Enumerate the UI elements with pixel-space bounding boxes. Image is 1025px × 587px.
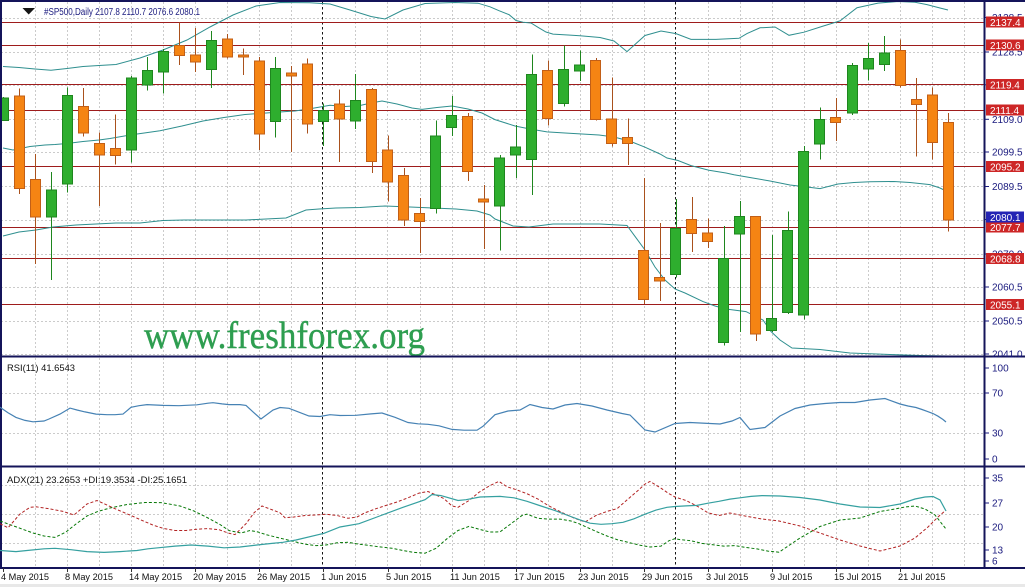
svg-text:2111.4: 2111.4 — [990, 106, 1020, 117]
svg-text:2080.1: 2080.1 — [990, 213, 1021, 224]
svg-text:13: 13 — [992, 546, 1004, 557]
svg-text:21 Jul 2015: 21 Jul 2015 — [898, 572, 946, 582]
svg-text:35: 35 — [992, 474, 1004, 485]
svg-text:2095.2: 2095.2 — [990, 162, 1021, 173]
svg-text:100: 100 — [992, 364, 1009, 375]
svg-text:3 Jul 2015: 3 Jul 2015 — [706, 572, 748, 582]
svg-text:#SP500,Daily 2107.8 2110.7 20: #SP500,Daily 2107.8 2110.7 2076.6 2080.1 — [44, 7, 200, 18]
svg-text:2060.5: 2060.5 — [992, 283, 1023, 294]
svg-text:29 Jun 2015: 29 Jun 2015 — [642, 572, 693, 582]
svg-text:2068.8: 2068.8 — [990, 254, 1021, 265]
svg-text:2137.4: 2137.4 — [990, 18, 1021, 29]
svg-text:4 May 2015: 4 May 2015 — [1, 572, 49, 582]
svg-text:2055.1: 2055.1 — [990, 300, 1021, 311]
svg-text:2119.4: 2119.4 — [990, 80, 1020, 91]
svg-text:2077.7: 2077.7 — [990, 223, 1021, 234]
svg-text:2089.5: 2089.5 — [992, 182, 1023, 193]
svg-text:15 Jul 2015: 15 Jul 2015 — [834, 572, 882, 582]
svg-text:2128.5: 2128.5 — [992, 48, 1023, 59]
svg-text:www.freshforex.org: www.freshforex.org — [144, 315, 425, 357]
svg-text:2099.5: 2099.5 — [992, 148, 1023, 159]
svg-text:27: 27 — [992, 499, 1004, 510]
svg-text:8 May 2015: 8 May 2015 — [65, 572, 113, 582]
svg-text:2130.6: 2130.6 — [990, 41, 1021, 52]
svg-text:20: 20 — [992, 523, 1004, 534]
svg-text:70: 70 — [992, 389, 1004, 400]
svg-text:20 May 2015: 20 May 2015 — [193, 572, 246, 582]
svg-text:2050.5: 2050.5 — [992, 317, 1023, 328]
svg-text:RSI(11) 41.6543: RSI(11) 41.6543 — [7, 363, 75, 374]
svg-text:0: 0 — [992, 455, 998, 466]
svg-text:2041.0: 2041.0 — [992, 350, 1023, 361]
svg-text:2109.0: 2109.0 — [992, 115, 1023, 126]
svg-text:9 Jul 2015: 9 Jul 2015 — [770, 572, 812, 582]
svg-text:30: 30 — [992, 429, 1004, 440]
svg-text:17 Jun 2015: 17 Jun 2015 — [514, 572, 565, 582]
svg-text:11 Jun 2015: 11 Jun 2015 — [450, 572, 500, 582]
svg-text:5 Jun 2015: 5 Jun 2015 — [386, 572, 431, 582]
svg-text:23 Jun 2015: 23 Jun 2015 — [578, 572, 629, 582]
svg-text:ADX(21) 23.2653 +DI:19.3534 -D: ADX(21) 23.2653 +DI:19.3534 -DI:25.1651 — [7, 475, 187, 486]
svg-text:6: 6 — [992, 557, 998, 568]
svg-text:1 Jun 2015: 1 Jun 2015 — [321, 572, 366, 582]
svg-text:26 May 2015: 26 May 2015 — [257, 572, 310, 582]
svg-text:14 May 2015: 14 May 2015 — [129, 572, 182, 582]
